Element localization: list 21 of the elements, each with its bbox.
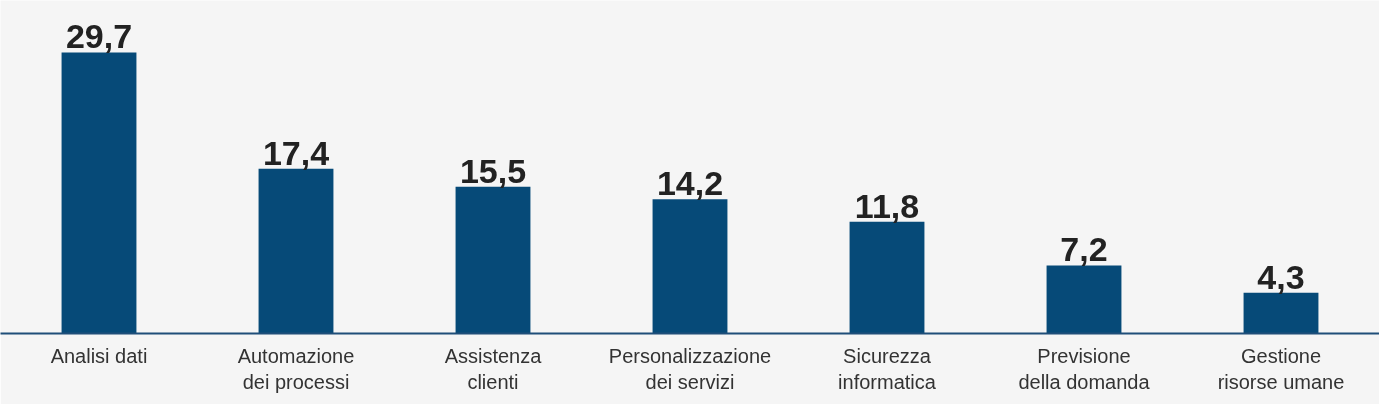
x-tick-label: Assistenza clienti — [444, 344, 543, 393]
bar — [61, 52, 137, 334]
x-tick-label: Gestione risorse umane — [1217, 344, 1345, 393]
bar — [849, 221, 925, 334]
data-label: 29,7 — [65, 17, 133, 56]
data-label: 4,3 — [1257, 257, 1305, 296]
data-label: 14,2 — [656, 164, 724, 203]
x-tick-label: Automazione dei processi — [237, 344, 355, 393]
bar — [1046, 265, 1122, 334]
x-tick-label: Previsione della domanda — [1018, 344, 1151, 393]
bar — [258, 168, 334, 334]
bar — [1243, 292, 1319, 334]
data-label: 11,8 — [854, 186, 920, 225]
bar — [652, 199, 728, 334]
x-tick-label: Analisi dati — [50, 344, 148, 367]
x-tick-label: Sicurezza informatica — [838, 344, 937, 393]
bar — [455, 186, 531, 334]
data-label: 15,5 — [459, 151, 527, 190]
x-tick-label: Personalizzazione dei servizi — [608, 344, 772, 393]
data-label: 17,4 — [262, 133, 330, 172]
data-label: 7,2 — [1060, 230, 1108, 269]
